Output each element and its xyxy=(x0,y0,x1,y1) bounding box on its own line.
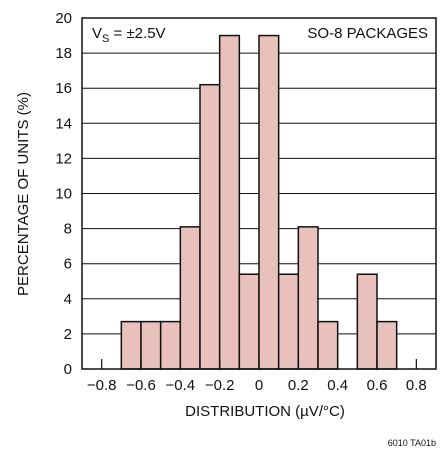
x-tick-label: 0.2 xyxy=(288,377,309,394)
x-axis-title: DISTRIBUTION (µV/°C) xyxy=(185,403,345,420)
supply-condition-prefix: V xyxy=(92,25,102,42)
y-tick-label: 16 xyxy=(55,80,72,97)
y-tick-label: 0 xyxy=(64,361,72,378)
histogram-bar xyxy=(317,320,339,370)
histogram-bar xyxy=(159,320,182,370)
figure-id: 6010 TA01b xyxy=(388,438,436,448)
package-label: SO-8 PACKAGES xyxy=(307,25,428,42)
histogram-bar xyxy=(258,34,280,370)
x-tick-label: 0.6 xyxy=(367,377,388,394)
histogram-bars xyxy=(120,34,398,370)
x-tick-label: 0.4 xyxy=(327,377,348,394)
x-tick-label: −0.4 xyxy=(166,377,196,394)
supply-condition-value: = ±2.5V xyxy=(109,25,165,42)
x-tick-label: −0.6 xyxy=(126,377,156,394)
histogram-bar xyxy=(376,320,398,370)
supply-condition-subscript: S xyxy=(102,33,109,45)
histogram-bar xyxy=(297,226,319,370)
y-tick-label: 2 xyxy=(64,326,72,343)
x-tick-label: −0.2 xyxy=(205,377,235,394)
y-tick-label: 18 xyxy=(55,45,72,62)
axis-ticks: −0.8 −0.6 −0.4 −0.2 0 0.2 0.4 0.6 0.8 0 2 4 6 8 10 12 14… xyxy=(55,10,426,394)
y-axis-title: PERCENTAGE OF UNITS (%) xyxy=(15,92,32,296)
histogram-bar xyxy=(140,320,162,370)
y-tick-label: 20 xyxy=(55,10,72,27)
histogram-bar xyxy=(179,226,201,370)
y-tick-label: 8 xyxy=(64,221,72,238)
histogram-bar xyxy=(120,320,142,370)
supply-condition-label: VS = ±2.5V xyxy=(92,25,166,45)
x-tick-label: −0.8 xyxy=(87,377,117,394)
histogram-bar xyxy=(238,273,260,370)
x-tick-label: 0.8 xyxy=(406,377,427,394)
histogram-bar xyxy=(277,273,300,370)
histogram-bar xyxy=(356,273,378,370)
y-tick-label: 12 xyxy=(55,150,72,167)
y-tick-label: 6 xyxy=(64,256,72,273)
x-tick-label: 0 xyxy=(255,377,263,394)
y-tick-label: 14 xyxy=(55,115,72,132)
histogram-bar xyxy=(218,34,241,370)
y-tick-label: 4 xyxy=(64,291,72,308)
y-tick-label: 10 xyxy=(55,186,72,203)
histogram-bar xyxy=(199,83,221,370)
